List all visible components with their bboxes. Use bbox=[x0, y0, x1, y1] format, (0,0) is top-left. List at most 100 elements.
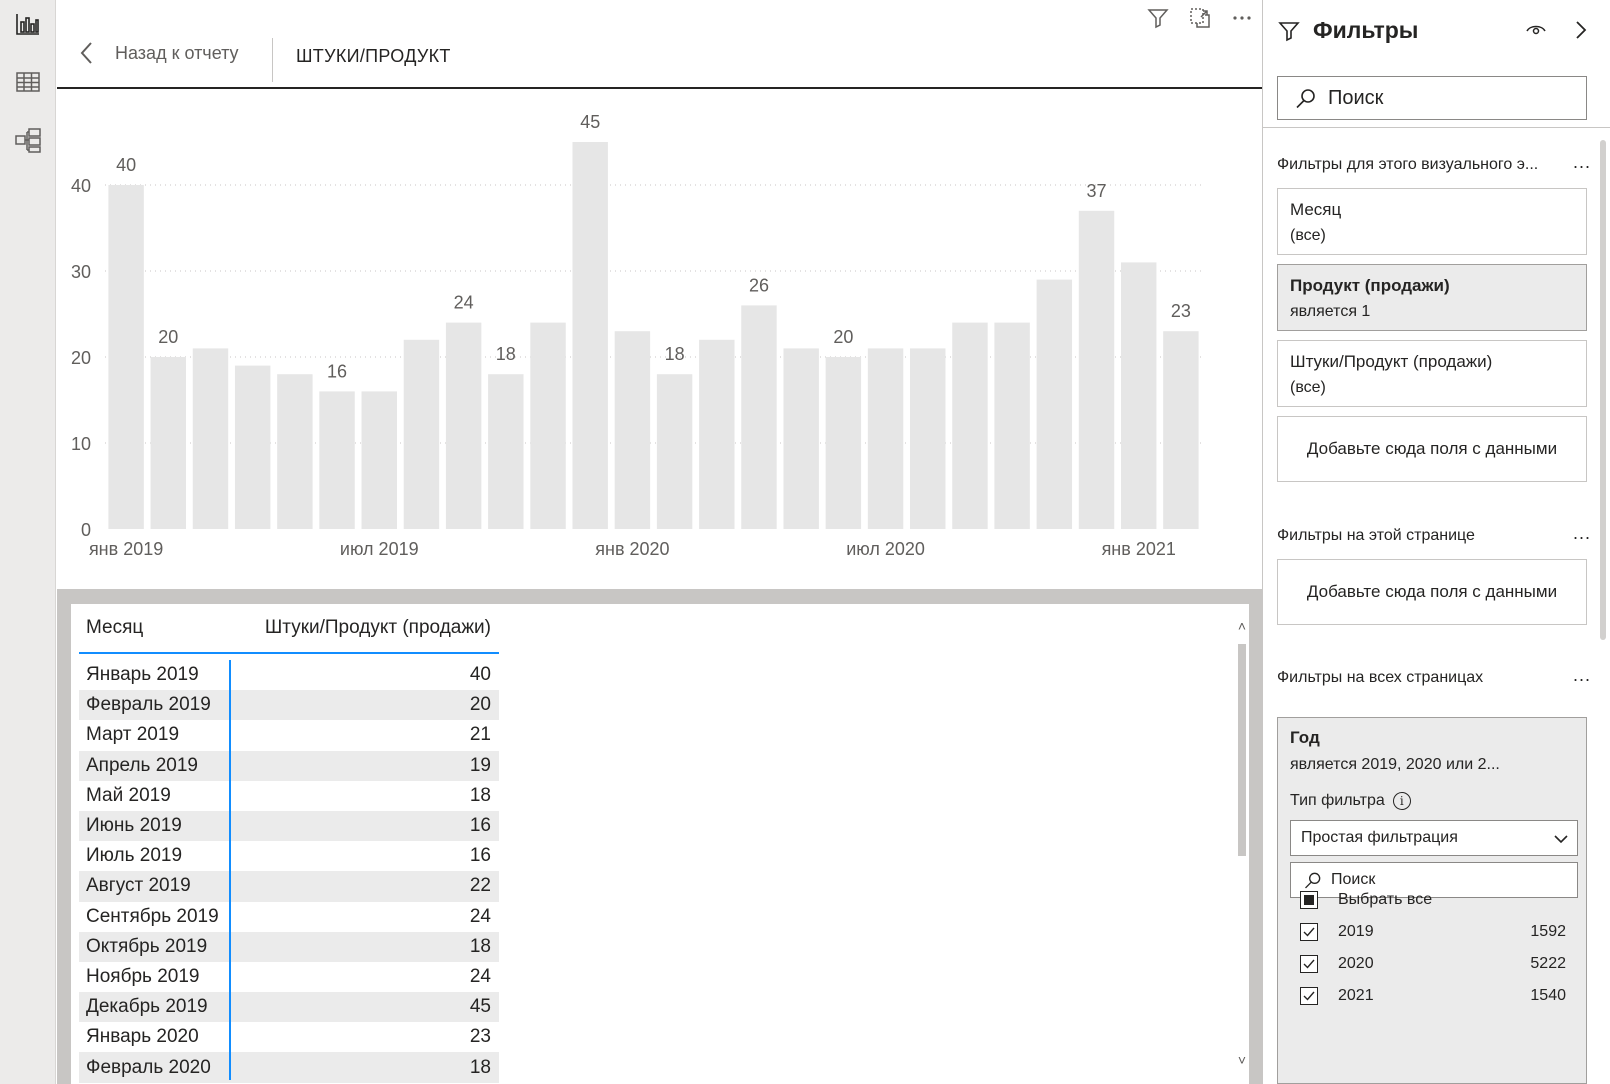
table-row[interactable]: Март 2019 21 bbox=[79, 720, 499, 750]
table-row[interactable]: Январь 2020 23 bbox=[79, 1022, 499, 1052]
filter-card-title: Штуки/Продукт (продажи) bbox=[1290, 352, 1493, 371]
filters-scrollbar[interactable] bbox=[1600, 140, 1606, 640]
column-header-units[interactable]: Штуки/Продукт (продажи) bbox=[264, 617, 491, 638]
table-row[interactable]: Октябрь 2019 18 bbox=[79, 931, 499, 962]
visual-filters-dropzone[interactable]: Добавьте сюда поля с данными bbox=[1277, 416, 1587, 482]
bar[interactable] bbox=[234, 365, 271, 529]
checkbox-checked-icon[interactable] bbox=[1300, 923, 1318, 941]
bar[interactable] bbox=[530, 322, 566, 529]
table-row[interactable]: Декабрь 2019 45 bbox=[79, 992, 499, 1023]
bar[interactable] bbox=[910, 348, 946, 529]
focus-mode-header: Назад к отчету ШТУКИ/ПРОДУКТ bbox=[57, 0, 1262, 89]
page-filters-dropzone[interactable]: Добавьте сюда поля с данными bbox=[1277, 559, 1587, 625]
year-checkbox-item[interactable]: 2019 1592 bbox=[1300, 918, 1566, 946]
all-pages-filters-more-button[interactable]: ... bbox=[1573, 665, 1592, 685]
bar[interactable] bbox=[783, 348, 819, 529]
bar[interactable] bbox=[572, 142, 608, 529]
scroll-up-icon[interactable]: ˄ bbox=[1237, 618, 1247, 634]
filters-search-placeholder: Поиск bbox=[1328, 86, 1384, 109]
data-view-icon[interactable] bbox=[12, 66, 44, 98]
table-row[interactable]: Июль 2019 16 bbox=[79, 841, 499, 871]
bar[interactable] bbox=[277, 374, 313, 529]
filter-card-units-per-product[interactable]: Штуки/Продукт (продажи) (все) bbox=[1277, 340, 1587, 407]
table-row[interactable]: Сентябрь 2019 24 bbox=[79, 902, 499, 932]
table-body: Январь 2019 40 Февраль 2019 20 Март 2019 21 Ап… bbox=[79, 660, 499, 1083]
bar[interactable] bbox=[445, 322, 482, 529]
model-view-icon[interactable] bbox=[12, 124, 44, 156]
bar[interactable] bbox=[867, 348, 904, 529]
filter-card-title[interactable]: Год bbox=[1290, 728, 1320, 747]
bar[interactable] bbox=[614, 331, 651, 529]
filter-card-summary: является 2019, 2020 или 2... bbox=[1290, 756, 1500, 773]
bar[interactable] bbox=[1078, 210, 1115, 530]
bar[interactable] bbox=[699, 339, 735, 529]
chevron-right-icon[interactable] bbox=[1571, 18, 1591, 42]
cell-month: Декабрь 2019 bbox=[86, 996, 208, 1018]
y-tick-label: 20 bbox=[71, 348, 91, 368]
cell-month: Ноябрь 2019 bbox=[86, 965, 200, 987]
table-row[interactable]: Апрель 2019 19 bbox=[79, 750, 499, 781]
bar[interactable] bbox=[1120, 262, 1157, 529]
table-row[interactable]: Февраль 2019 20 bbox=[79, 690, 499, 721]
back-to-report-label: Назад к отчету bbox=[115, 42, 239, 63]
filter-type-dropdown[interactable]: Простая фильтрация bbox=[1290, 820, 1578, 856]
bar[interactable] bbox=[403, 339, 440, 529]
focus-mode-icon[interactable] bbox=[1186, 4, 1214, 32]
bar[interactable] bbox=[192, 348, 229, 529]
scroll-thumb[interactable] bbox=[1238, 644, 1246, 856]
bar[interactable] bbox=[488, 374, 524, 529]
bar[interactable] bbox=[361, 391, 397, 529]
data-label: 16 bbox=[327, 361, 347, 381]
bar[interactable] bbox=[150, 357, 187, 529]
cell-month: Февраль 2020 bbox=[86, 1056, 211, 1078]
eye-icon[interactable] bbox=[1525, 20, 1547, 40]
table-row[interactable]: Август 2019 22 bbox=[79, 871, 499, 902]
visual-toolbar bbox=[1144, 4, 1256, 32]
select-all-checkbox-item[interactable]: Выбрать все bbox=[1300, 886, 1566, 914]
report-view-icon[interactable] bbox=[12, 8, 44, 40]
checkbox-checked-icon[interactable] bbox=[1300, 955, 1318, 973]
table-row[interactable]: Июнь 2019 16 bbox=[79, 810, 499, 842]
bar[interactable] bbox=[1163, 331, 1199, 529]
cell-units: 23 bbox=[469, 1026, 491, 1048]
checkbox-checked-icon[interactable] bbox=[1300, 987, 1318, 1005]
bar[interactable] bbox=[994, 322, 1030, 529]
year-checkbox-item[interactable]: 2021 1540 bbox=[1300, 982, 1566, 1010]
bar[interactable] bbox=[1036, 279, 1073, 529]
bar[interactable] bbox=[825, 357, 862, 529]
bar[interactable] bbox=[656, 374, 693, 529]
filter-icon[interactable] bbox=[1144, 4, 1172, 32]
table-scrollbar[interactable]: ˄ ˅ bbox=[1235, 614, 1249, 1068]
bar[interactable] bbox=[108, 185, 144, 529]
bar[interactable] bbox=[952, 322, 988, 529]
filters-search-input[interactable]: Поиск bbox=[1277, 76, 1587, 120]
partial-checkbox-icon[interactable] bbox=[1300, 891, 1318, 909]
visual-filters-more-button[interactable]: ... bbox=[1573, 152, 1592, 172]
table-row[interactable]: Ноябрь 2019 24 bbox=[79, 962, 499, 992]
info-icon[interactable]: i bbox=[1392, 792, 1411, 810]
scroll-down-icon[interactable]: ˅ bbox=[1237, 1052, 1247, 1068]
year-checkbox-item[interactable]: 2020 5222 bbox=[1300, 950, 1566, 978]
filter-card-product[interactable]: Продукт (продажи) является 1 bbox=[1277, 264, 1587, 331]
bar[interactable] bbox=[741, 305, 777, 529]
table-row[interactable]: Февраль 2020 18 bbox=[79, 1052, 499, 1083]
data-table-panel: Месяц Штуки/Продукт (продажи) Январь 201… bbox=[71, 604, 1249, 1084]
bar-chart[interactable]: 0 10 20 30 40 40 20 16 24 18 45 18 26 20 37 23 янв 2019 и… bbox=[57, 89, 1262, 589]
back-to-report-button[interactable]: Назад к отчету bbox=[77, 40, 239, 66]
table-header: Месяц Штуки/Продукт (продажи) bbox=[79, 604, 499, 654]
data-label: 18 bbox=[665, 344, 685, 364]
year-search-input[interactable]: Поиск bbox=[1290, 862, 1578, 898]
column-header-month[interactable]: Месяц bbox=[86, 617, 144, 638]
cell-month: Февраль 2019 bbox=[86, 694, 211, 716]
data-label: 24 bbox=[454, 293, 474, 313]
cell-units: 22 bbox=[469, 875, 491, 897]
visual-filters-section-label: Фильтры для этого визуального э... bbox=[1277, 156, 1539, 173]
all-pages-filters-section-label: Фильтры на всех страницах bbox=[1277, 669, 1484, 686]
table-row[interactable]: Январь 2019 40 bbox=[79, 660, 499, 690]
page-filters-more-button[interactable]: ... bbox=[1573, 523, 1592, 543]
bar[interactable] bbox=[319, 391, 355, 529]
cell-month: Июнь 2019 bbox=[86, 815, 182, 837]
more-options-icon[interactable] bbox=[1228, 4, 1256, 32]
table-row[interactable]: Май 2019 18 bbox=[79, 781, 499, 811]
filter-card-month[interactable]: Месяц (все) bbox=[1277, 188, 1587, 255]
